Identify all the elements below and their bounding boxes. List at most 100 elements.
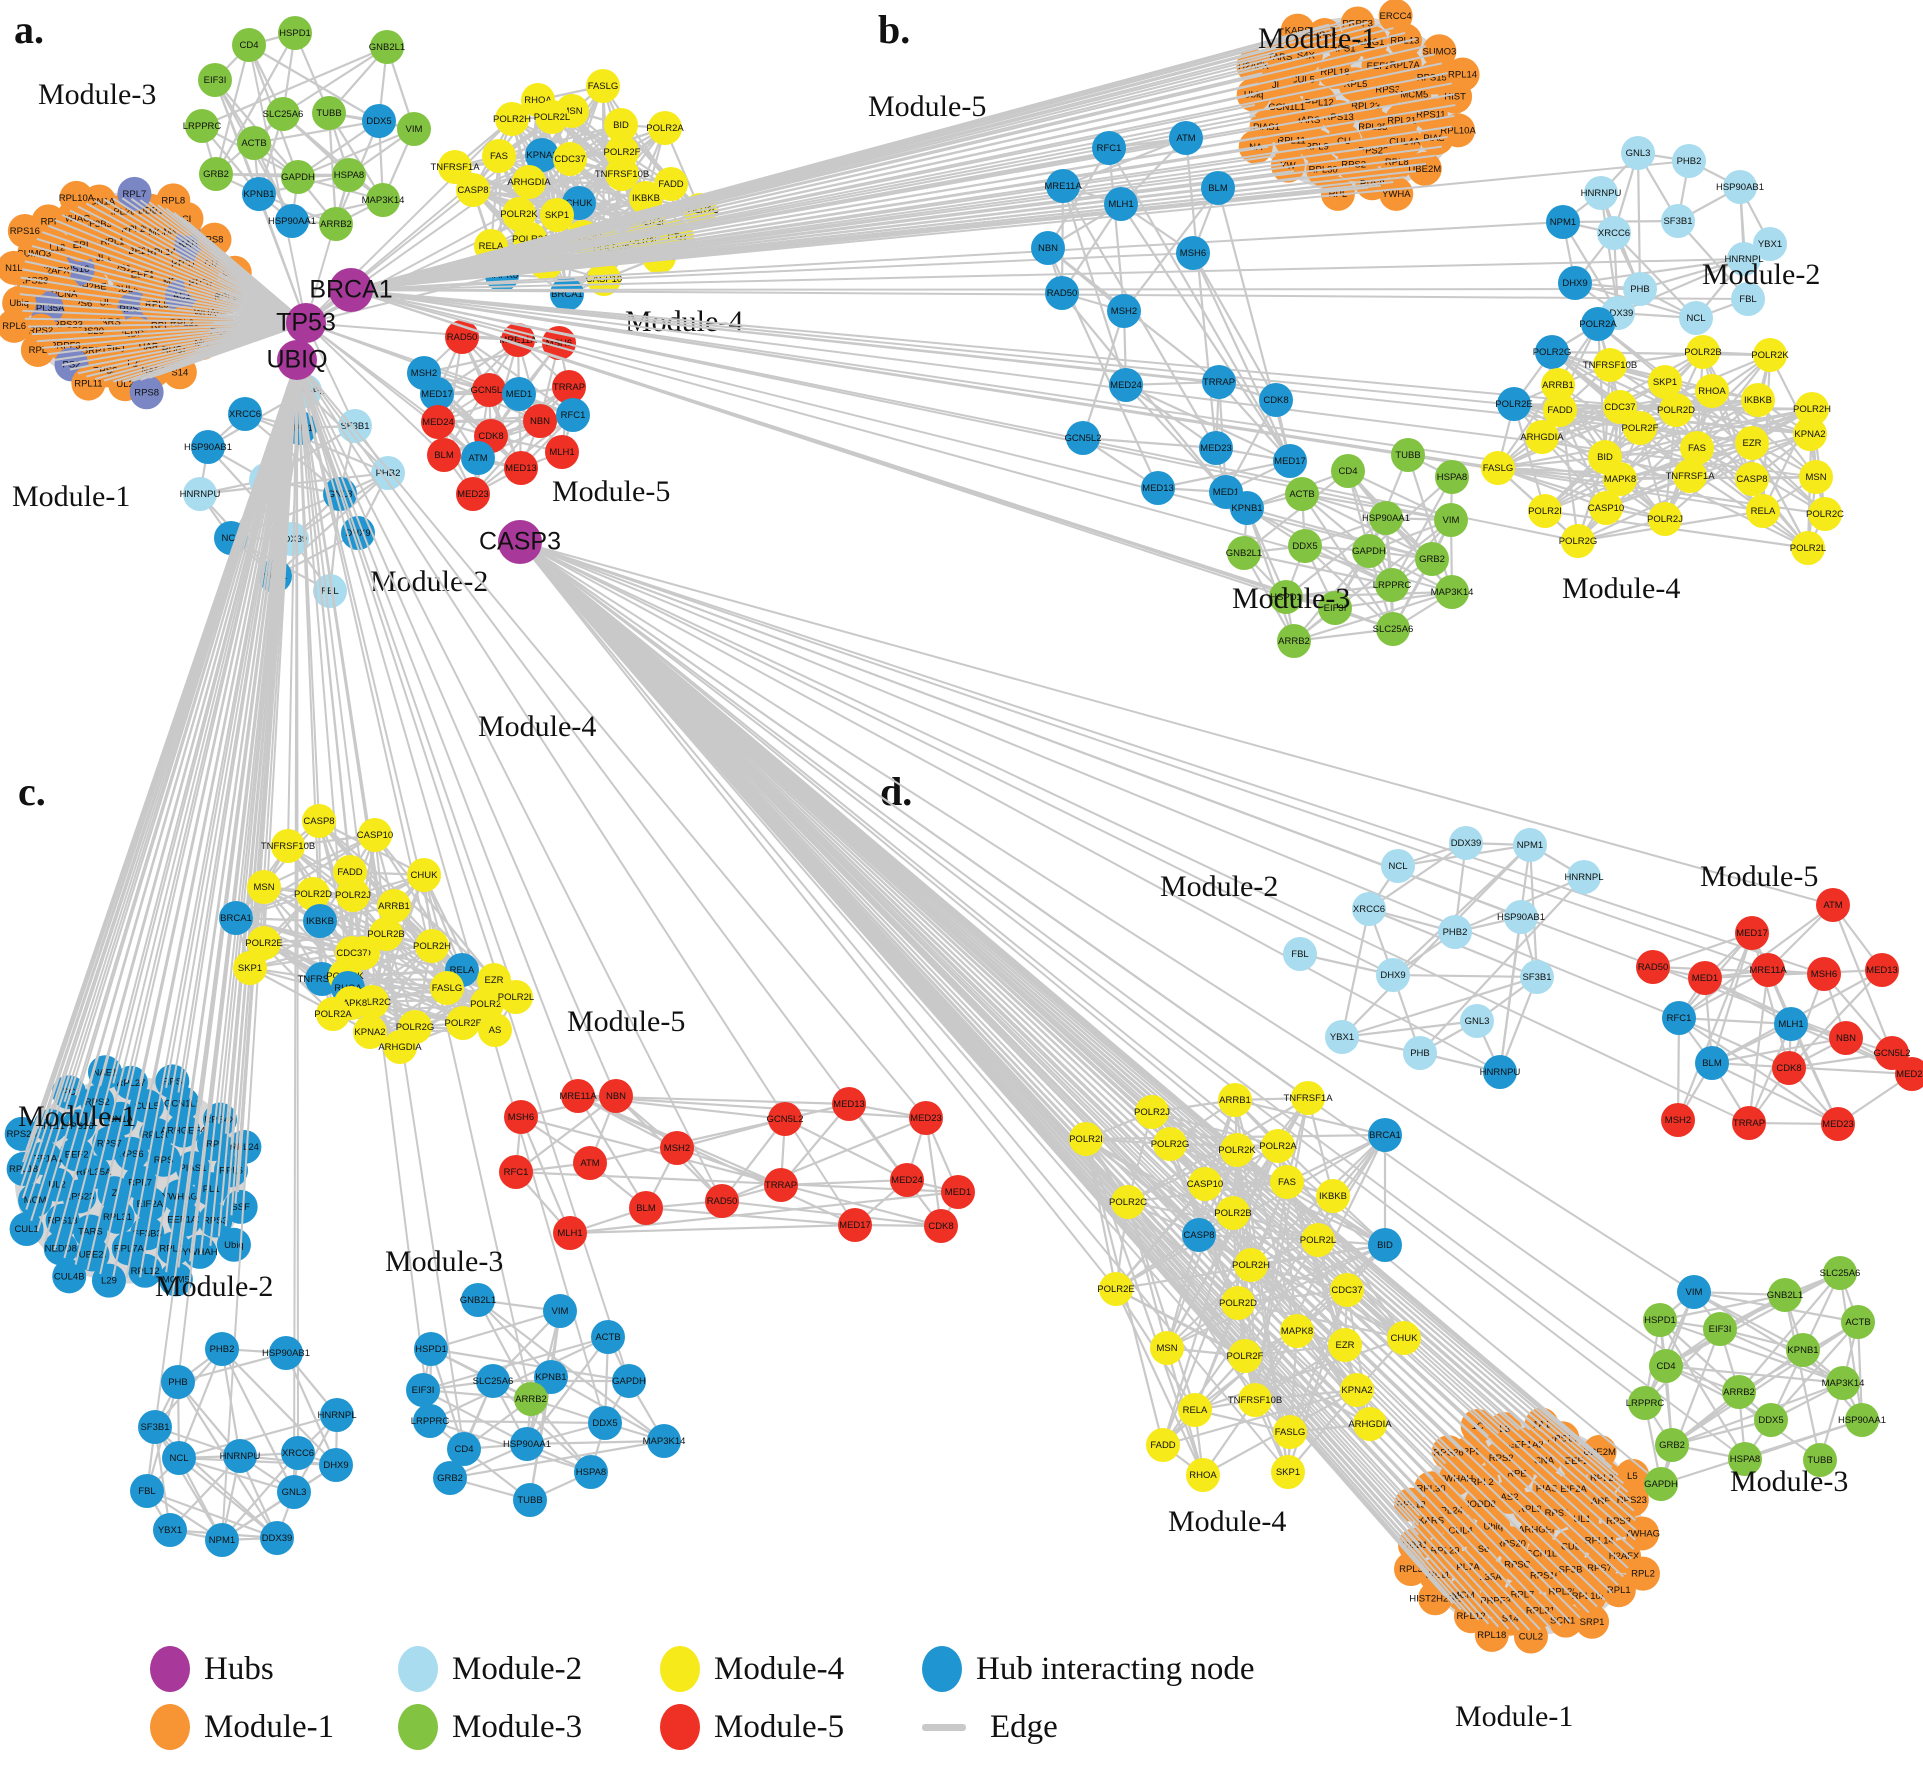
node-circle[interactable]: [1655, 1428, 1689, 1462]
node-circle[interactable]: [832, 1087, 866, 1121]
network-node[interactable]: FASLG: [586, 69, 620, 103]
node-circle[interactable]: [573, 1146, 607, 1180]
node-circle[interactable]: [1111, 1185, 1145, 1219]
node-circle[interactable]: [629, 1191, 663, 1225]
node-circle[interactable]: [1216, 1196, 1250, 1230]
network-node[interactable]: ACTB: [237, 126, 271, 160]
node-circle[interactable]: [1353, 1407, 1387, 1441]
cloud-node-circle[interactable]: [1379, 176, 1414, 211]
node-circle[interactable]: [647, 1424, 681, 1458]
network-node[interactable]: KPNB1: [242, 177, 276, 211]
network-node[interactable]: ARRB2: [514, 1382, 548, 1416]
node-circle[interactable]: [1643, 1303, 1677, 1337]
node-circle[interactable]: [513, 1483, 547, 1517]
network-node[interactable]: XRCC6: [281, 1436, 315, 1470]
node-circle[interactable]: [1483, 1055, 1517, 1089]
node-circle[interactable]: [523, 404, 557, 438]
node-circle[interactable]: [909, 1101, 943, 1135]
network-node[interactable]: MED1: [941, 1175, 975, 1209]
network-node[interactable]: KPNB1: [1786, 1333, 1820, 1367]
node-circle[interactable]: [1895, 1057, 1923, 1091]
node-circle[interactable]: [205, 1523, 239, 1557]
node-circle[interactable]: [461, 441, 495, 475]
network-node[interactable]: XRCC6: [1352, 892, 1386, 926]
network-node[interactable]: BRCA1: [1368, 1118, 1402, 1152]
network-node[interactable]: MED24: [890, 1163, 924, 1197]
network-node[interactable]: ACTB: [1841, 1305, 1875, 1339]
node-circle[interactable]: [247, 870, 281, 904]
node-circle[interactable]: [278, 16, 312, 50]
network-node[interactable]: VIM: [1677, 1275, 1711, 1309]
node-circle[interactable]: [1376, 958, 1410, 992]
node-circle[interactable]: [1695, 374, 1729, 408]
network-node[interactable]: NCL: [162, 1441, 196, 1475]
cloud-node-circle[interactable]: [0, 250, 31, 285]
node-circle[interactable]: [1558, 266, 1592, 300]
node-circle[interactable]: [1104, 187, 1138, 221]
network-node[interactable]: HSPA8: [332, 158, 366, 192]
cloud-node-circle[interactable]: [1464, 1465, 1499, 1500]
network-node[interactable]: GCN5L2: [471, 373, 508, 407]
node-circle[interactable]: [1722, 1375, 1756, 1409]
node-circle[interactable]: [499, 1155, 533, 1189]
hub-circle[interactable]: [498, 520, 542, 564]
cloud-node-circle[interactable]: [52, 1259, 87, 1294]
node-circle[interactable]: [1746, 494, 1780, 528]
node-circle[interactable]: [1234, 1248, 1268, 1282]
network-node[interactable]: MED13: [504, 451, 538, 485]
node-circle[interactable]: [1218, 1083, 1252, 1117]
network-node[interactable]: VIM: [1434, 503, 1468, 537]
node-circle[interactable]: [420, 377, 454, 411]
node-circle[interactable]: [1628, 1386, 1662, 1420]
network-node[interactable]: BLM: [1201, 171, 1235, 205]
network-node[interactable]: RELA: [1178, 1393, 1212, 1427]
node-circle[interactable]: [1301, 1223, 1335, 1257]
node-circle[interactable]: [1434, 503, 1468, 537]
node-circle[interactable]: [1686, 335, 1720, 369]
network-node[interactable]: ACTB: [591, 1320, 625, 1354]
network-node[interactable]: HSP90AA1: [268, 204, 316, 238]
node-circle[interactable]: [1751, 953, 1785, 987]
node-circle[interactable]: [1352, 534, 1386, 568]
node-circle[interactable]: [260, 1521, 294, 1555]
node-circle[interactable]: [764, 1168, 798, 1202]
network-node[interactable]: MED13: [832, 1087, 866, 1121]
node-circle[interactable]: [540, 198, 574, 232]
network-node[interactable]: POLR2I: [1528, 494, 1562, 528]
node-circle[interactable]: [1648, 365, 1682, 399]
node-circle[interactable]: [1821, 1107, 1855, 1141]
network-node[interactable]: MED1: [502, 377, 536, 411]
network-node[interactable]: TRRAP: [764, 1168, 798, 1202]
node-circle[interactable]: [269, 1336, 303, 1370]
node-circle[interactable]: [1182, 1218, 1216, 1252]
node-circle[interactable]: [1621, 136, 1655, 170]
network-node[interactable]: MAPK8: [1280, 1314, 1314, 1348]
node-circle[interactable]: [534, 1360, 568, 1394]
network-node[interactable]: DHX9: [1558, 266, 1592, 300]
node-circle[interactable]: [1285, 477, 1319, 511]
network-node[interactable]: CASP10: [357, 818, 393, 852]
node-circle[interactable]: [1841, 1305, 1875, 1339]
node-circle[interactable]: [266, 97, 300, 131]
node-circle[interactable]: [413, 1404, 447, 1438]
cloud-node-circle[interactable]: [1614, 1482, 1649, 1517]
node-circle[interactable]: [223, 1439, 257, 1473]
node-circle[interactable]: [1753, 227, 1787, 261]
node-circle[interactable]: [1331, 454, 1365, 488]
node-circle[interactable]: [1535, 335, 1569, 369]
node-circle[interactable]: [281, 1436, 315, 1470]
network-node[interactable]: MSH2: [660, 1131, 694, 1165]
node-circle[interactable]: [438, 150, 472, 184]
node-circle[interactable]: [1438, 915, 1472, 949]
cloud-node-circle[interactable]: [139, 1117, 174, 1152]
network-node[interactable]: TRRAP: [1732, 1106, 1766, 1140]
network-node[interactable]: XRCC6: [228, 397, 262, 431]
node-circle[interactable]: [205, 1332, 239, 1366]
network-node[interactable]: MED17: [1273, 444, 1307, 478]
network-node[interactable]: YBX1: [153, 1513, 187, 1547]
node-circle[interactable]: [414, 1332, 448, 1366]
network-node[interactable]: BRCA1: [550, 277, 584, 311]
network-node[interactable]: HNRNPU: [1480, 1055, 1521, 1089]
network-node[interactable]: KPNA2: [1793, 417, 1827, 451]
node-circle[interactable]: [430, 971, 464, 1005]
